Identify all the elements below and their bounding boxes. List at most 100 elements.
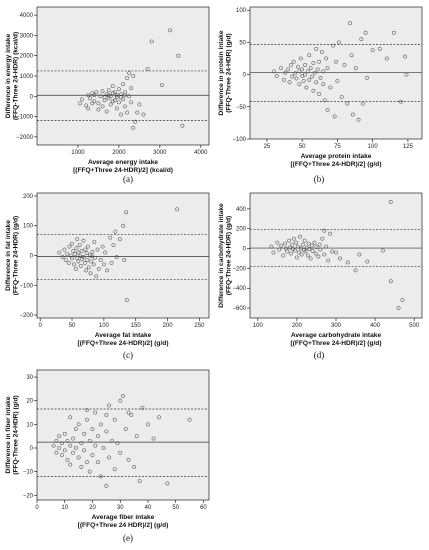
- y-axis-label: Difference in protein intake(FFQ-Three 2…: [218, 30, 233, 115]
- data-point: [110, 99, 115, 104]
- x-axis-label-line: Average fat intake: [95, 332, 152, 339]
- data-point: [356, 117, 361, 122]
- data-point: [64, 252, 69, 256]
- data-point: [342, 63, 347, 67]
- data-point: [71, 450, 76, 455]
- y-tick-label: −50: [236, 105, 247, 111]
- y-tick-label: 3000: [20, 33, 34, 39]
- data-point: [65, 457, 70, 462]
- data-point: [57, 434, 62, 439]
- data-point: [68, 462, 73, 467]
- data-point: [84, 460, 89, 465]
- data-point: [63, 258, 68, 262]
- data-point: [121, 82, 125, 87]
- data-point: [308, 256, 313, 261]
- data-point: [365, 259, 370, 264]
- data-point: [102, 98, 107, 103]
- x-tick-label: 60: [200, 505, 207, 511]
- panel-label: (a): [123, 174, 133, 184]
- data-point: [79, 464, 84, 469]
- data-point: [287, 245, 292, 250]
- data-point: [137, 102, 142, 107]
- data-point: [92, 240, 97, 245]
- data-point: [336, 40, 341, 45]
- data-point: [297, 69, 302, 74]
- x-tick-label: 75: [334, 144, 341, 150]
- data-point: [100, 104, 105, 109]
- data-point: [330, 249, 335, 254]
- y-axis-label-line: (FFQ-Three 24-HDR) (g/d): [13, 395, 20, 475]
- data-point: [287, 238, 292, 243]
- data-point: [322, 252, 327, 257]
- data-point: [272, 69, 276, 74]
- data-point: [324, 244, 329, 249]
- data-point: [302, 238, 307, 243]
- data-point: [96, 107, 101, 112]
- data-point: [111, 243, 116, 248]
- data-point: [114, 95, 119, 100]
- data-point: [307, 247, 312, 252]
- data-point: [62, 431, 67, 436]
- data-point: [294, 255, 299, 260]
- y-axis-label: Difference in energy intake(FFQ-Three 24…: [5, 32, 20, 120]
- data-point: [77, 243, 82, 248]
- data-point: [71, 436, 76, 441]
- data-point: [365, 75, 369, 80]
- y-tick-label: 20: [26, 399, 33, 405]
- data-point: [93, 443, 98, 448]
- panel-4: −20 −10 0 10 20 30 0 10 20 30 40 50 60 Difference in …: [5, 369, 210, 543]
- data-point: [303, 63, 307, 67]
- data-point: [290, 242, 295, 247]
- data-point: [116, 100, 121, 105]
- x-axis-label-line: [(FFQ+Three 24-HDR)/2] (g/d): [77, 340, 168, 347]
- data-point: [283, 241, 288, 246]
- data-point: [116, 87, 121, 92]
- data-point: [151, 436, 156, 441]
- data-point: [314, 245, 319, 250]
- data-point: [396, 306, 401, 311]
- data-point: [91, 262, 96, 267]
- data-point: [119, 95, 123, 100]
- data-point: [119, 92, 123, 97]
- data-point: [90, 254, 95, 259]
- data-point: [108, 235, 113, 240]
- data-point: [79, 249, 84, 253]
- x-axis-label-line: Average fiber intake: [92, 514, 155, 521]
- data-point: [110, 91, 115, 96]
- data-point: [315, 67, 320, 72]
- y-axis-label-line: Difference in fiber intake: [5, 396, 12, 473]
- data-point: [370, 48, 375, 53]
- data-point: [96, 101, 101, 106]
- data-point: [281, 253, 286, 258]
- data-point: [303, 249, 308, 254]
- data-point: [180, 123, 185, 128]
- data-point: [106, 93, 111, 98]
- data-point: [57, 250, 62, 255]
- data-point: [291, 59, 296, 64]
- data-point: [325, 108, 330, 112]
- data-point: [317, 59, 322, 64]
- y-axis-label-line: (FFQ-Three 24-HDR) (g/d): [226, 216, 233, 296]
- data-point: [349, 53, 354, 58]
- data-point: [104, 429, 109, 434]
- data-point: [320, 236, 325, 241]
- data-point: [118, 450, 123, 455]
- data-point: [125, 76, 130, 80]
- data-point: [277, 247, 282, 252]
- data-point: [295, 244, 300, 249]
- y-tick-label: 2000: [20, 54, 34, 60]
- y-axis-label: Difference in fiber intake(FFQ-Three 24-…: [5, 395, 20, 475]
- data-point: [299, 252, 304, 257]
- data-point: [101, 262, 106, 267]
- x-axis-label-line: Average carbohydrate intake: [291, 332, 382, 339]
- data-point: [68, 443, 73, 448]
- data-point: [350, 112, 355, 117]
- data-point: [377, 46, 382, 51]
- data-point: [115, 441, 120, 446]
- data-point: [90, 101, 95, 106]
- x-tick-label: 4000: [194, 150, 208, 156]
- data-point: [121, 97, 125, 102]
- data-point: [84, 103, 89, 108]
- data-point: [87, 469, 92, 474]
- data-point: [301, 79, 306, 83]
